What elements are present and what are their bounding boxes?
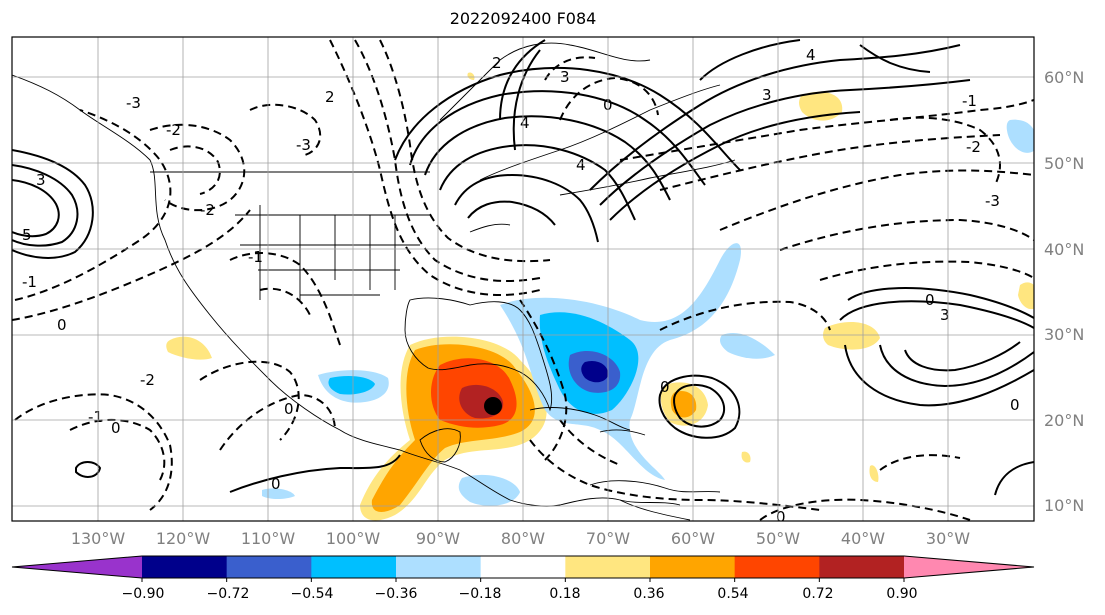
- colorbar-tick-label: −0.36: [374, 586, 418, 602]
- lon-label: 40°W: [840, 529, 886, 548]
- negative-anomaly-atlantic: [720, 332, 775, 359]
- colorbar-extension-low: [12, 556, 142, 578]
- colorbar-segment: [565, 556, 651, 578]
- positive-anomaly-atlantic-storm-core: [670, 390, 697, 418]
- contour-label: -2: [200, 201, 215, 219]
- colorbar-segment: [142, 556, 228, 578]
- lon-label: 90°W: [415, 529, 461, 548]
- colorbar-segment: [819, 556, 905, 578]
- contour-label: -2: [966, 138, 981, 156]
- colorbar-tick-label: 0.36: [633, 586, 665, 602]
- negative-anomaly-bahamas-min: [581, 360, 609, 383]
- colorbar-segment: [226, 556, 312, 578]
- lon-label: 130°W: [70, 529, 126, 548]
- contour-label: 0: [660, 378, 670, 396]
- lon-label: 100°W: [325, 529, 381, 548]
- positive-anomaly-east-pacific: [166, 336, 212, 360]
- contour-label: 0: [111, 419, 121, 437]
- positive-anomaly-central-atlantic: [823, 322, 880, 350]
- colorbar-tick-label: 0.72: [802, 586, 834, 602]
- colorbar-extension-high: [904, 556, 1034, 578]
- contour-label: 0: [57, 316, 67, 334]
- colorbar-tick-label: −0.18: [458, 586, 502, 602]
- lon-label: 60°W: [670, 529, 716, 548]
- contour-label: 0: [925, 291, 935, 309]
- colorbar-segment: [396, 556, 482, 578]
- contour-label: 0: [271, 475, 281, 493]
- colorbar-tick-label: −0.54: [290, 586, 334, 602]
- negative-anomaly-small-pacific: [262, 488, 295, 499]
- contour-label: -1: [88, 408, 103, 426]
- contour-label: -3: [296, 136, 311, 154]
- colorbar-segment: [480, 556, 566, 578]
- colorbar-tick-label: 0.54: [717, 586, 749, 602]
- negative-anomaly-northeast: [1006, 119, 1034, 153]
- map-title: 2022092400 F084: [449, 9, 597, 28]
- lon-label: 120°W: [155, 529, 211, 548]
- colorbar-tick-label: 0.18: [549, 586, 581, 602]
- colorbar: [11, 555, 1035, 582]
- lat-label: 10°N: [1044, 496, 1085, 515]
- lat-label: 30°N: [1044, 325, 1085, 344]
- contour-label: 3: [762, 86, 772, 104]
- contours-negative: [12, 39, 1034, 521]
- contour-label: -1: [22, 273, 37, 291]
- colorbar-segment: [650, 556, 736, 578]
- lat-label: 40°N: [1044, 240, 1085, 259]
- negative-anomaly-caribbean: [458, 474, 520, 506]
- colorbar-segment: [311, 556, 397, 578]
- negative-anomaly-mexico-core: [328, 376, 375, 395]
- lat-label: 60°N: [1044, 68, 1085, 87]
- lon-label: 70°W: [585, 529, 631, 548]
- contour-label: 4: [806, 46, 816, 64]
- contours-positive: [12, 39, 1034, 496]
- lat-label: 50°N: [1044, 154, 1085, 173]
- colorbar-tick-label: −0.72: [206, 586, 250, 602]
- positive-anomaly-north-atlantic: [799, 91, 843, 121]
- storm-center-marker: [484, 397, 502, 415]
- contour-label: 5: [22, 226, 32, 244]
- graticule: [12, 37, 1034, 521]
- colorbar-tick-label: 0.90: [886, 586, 918, 602]
- contour-label: 0: [1010, 396, 1020, 414]
- positive-anomaly-small-c: [467, 72, 475, 80]
- colorbar-segment: [734, 556, 820, 578]
- colorbar-tick-label: −0.90: [121, 586, 165, 602]
- contour-label: -1: [962, 92, 977, 110]
- lon-label: 30°W: [925, 529, 971, 548]
- contour-label: -1: [248, 248, 263, 266]
- contour-label: -3: [985, 192, 1000, 210]
- contour-label: 4: [520, 114, 530, 132]
- contour-label: -2: [140, 371, 155, 389]
- positive-anomaly-small-a: [741, 451, 751, 463]
- contour-label: 3: [940, 306, 950, 324]
- lon-label: 50°W: [755, 529, 801, 548]
- contour-label: 2: [325, 88, 335, 106]
- contour-label: 0: [776, 508, 786, 526]
- positive-anomaly-east-edge: [1018, 282, 1034, 310]
- lon-label: 110°W: [240, 529, 296, 548]
- contour-label: -2: [166, 121, 181, 139]
- contour-label: 2: [492, 54, 502, 72]
- map-frame: [11, 36, 1035, 522]
- contour-label: 3: [36, 171, 46, 189]
- contour-label: 0: [284, 400, 294, 418]
- lat-label: 20°N: [1044, 411, 1085, 430]
- contour-label: 4: [576, 156, 586, 174]
- contour-label: -3: [126, 94, 141, 112]
- lon-label: 80°W: [500, 529, 546, 548]
- positive-anomaly-small-b: [869, 465, 879, 482]
